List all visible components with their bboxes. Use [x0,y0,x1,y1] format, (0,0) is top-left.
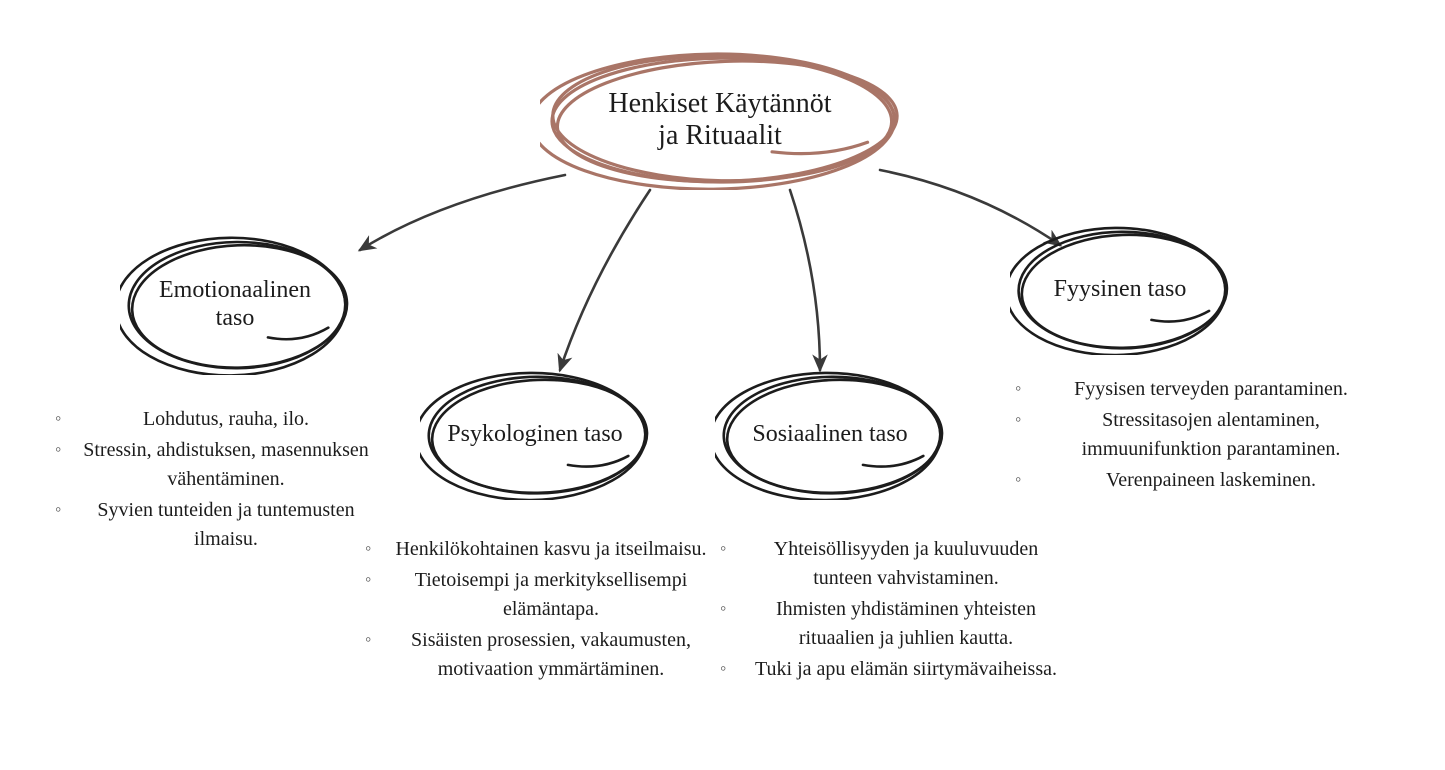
bullet-item: Verenpaineen laskeminen. [1015,466,1385,495]
bullet-item: Sisäisten prosessien, vakaumusten, motiv… [365,626,715,684]
branch-label: Emotionaalinen taso [120,235,350,375]
branch-bullets-emotionaalinen: Lohdutus, rauha, ilo.Stressin, ahdistuks… [55,405,375,556]
branch-node-psykologinen: Psykologinen taso [420,370,650,500]
bullet-item: Ihmisten yhdistäminen yhteisten rituaali… [720,595,1070,653]
branch-node-emotionaalinen: Emotionaalinen taso [120,235,350,375]
bullet-item: Fyysisen terveyden parantaminen. [1015,375,1385,404]
bullet-item: Tietoisempi ja merkityksellisempi elämän… [365,566,715,624]
arrow-psykologinen [560,190,650,370]
branch-bullets-psykologinen: Henkilökohtainen kasvu ja itseilmaisu.Ti… [365,535,715,686]
bullet-item: Henkilökohtainen kasvu ja itseilmaisu. [365,535,715,564]
branch-label: Fyysinen taso [1010,225,1230,355]
branch-label: Psykologinen taso [420,370,650,500]
bullet-item: Stressin, ahdistuksen, masennuksen vähen… [55,436,375,494]
root-node: Henkiset Käytännöt ja Rituaalit [540,50,900,190]
bullet-item: Tuki ja apu elämän siirtymävaiheissa. [720,655,1070,684]
branch-label: Sosiaalinen taso [715,370,945,500]
arrow-emotionaalinen [360,175,565,250]
bullet-item: Syvien tunteiden ja tuntemusten ilmaisu. [55,496,375,554]
branch-node-sosiaalinen: Sosiaalinen taso [715,370,945,500]
bullet-item: Yhteisöllisyyden ja kuuluvuuden tunteen … [720,535,1070,593]
arrow-sosiaalinen [790,190,820,370]
root-label: Henkiset Käytännöt ja Rituaalit [540,50,900,190]
bullet-item: Lohdutus, rauha, ilo. [55,405,375,434]
bullet-item: Stressitasojen alentaminen, immuunifunkt… [1015,406,1385,464]
branch-node-fyysinen: Fyysinen taso [1010,225,1230,355]
mindmap-canvas: Henkiset Käytännöt ja Rituaalit Emotiona… [0,0,1445,770]
branch-bullets-sosiaalinen: Yhteisöllisyyden ja kuuluvuuden tunteen … [720,535,1070,686]
branch-bullets-fyysinen: Fyysisen terveyden parantaminen.Stressit… [1015,375,1385,497]
